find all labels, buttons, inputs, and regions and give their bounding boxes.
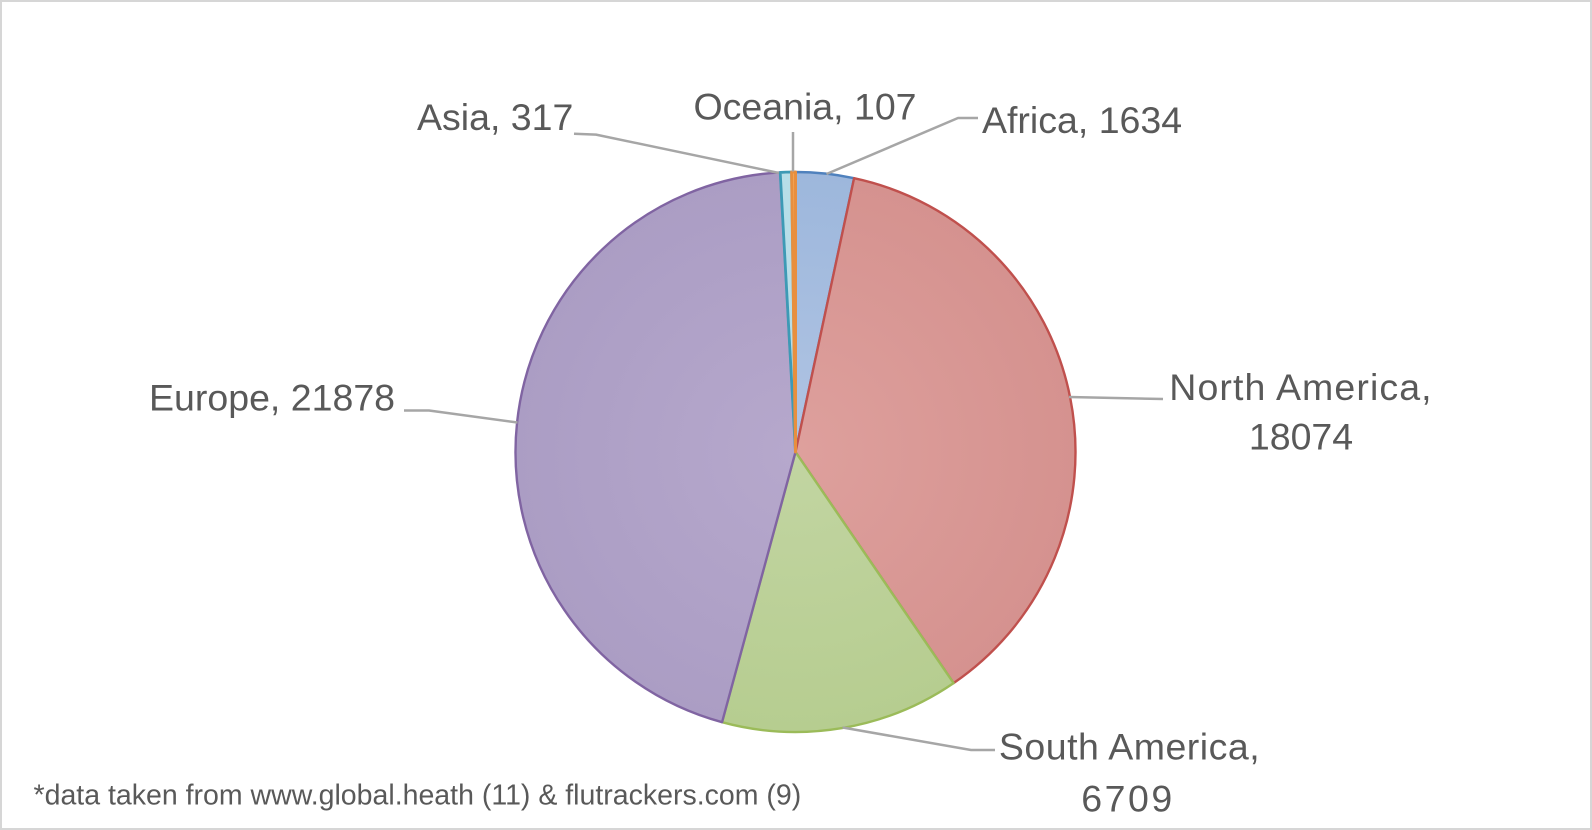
svg-text:Europe, 21878: Europe, 21878 [149, 377, 395, 419]
svg-text:*data taken from www.global.he: *data taken from www.global.heath (11) &… [34, 780, 802, 812]
svg-text:Asia, 317: Asia, 317 [417, 96, 573, 138]
svg-text:Africa, 1634: Africa, 1634 [982, 99, 1182, 141]
svg-text:Oceania, 107: Oceania, 107 [693, 86, 916, 128]
svg-text:6709: 6709 [1081, 777, 1174, 819]
svg-text:South America,: South America, [999, 726, 1260, 768]
svg-text:North America,: North America, [1169, 366, 1432, 408]
svg-text:18074: 18074 [1249, 416, 1353, 458]
